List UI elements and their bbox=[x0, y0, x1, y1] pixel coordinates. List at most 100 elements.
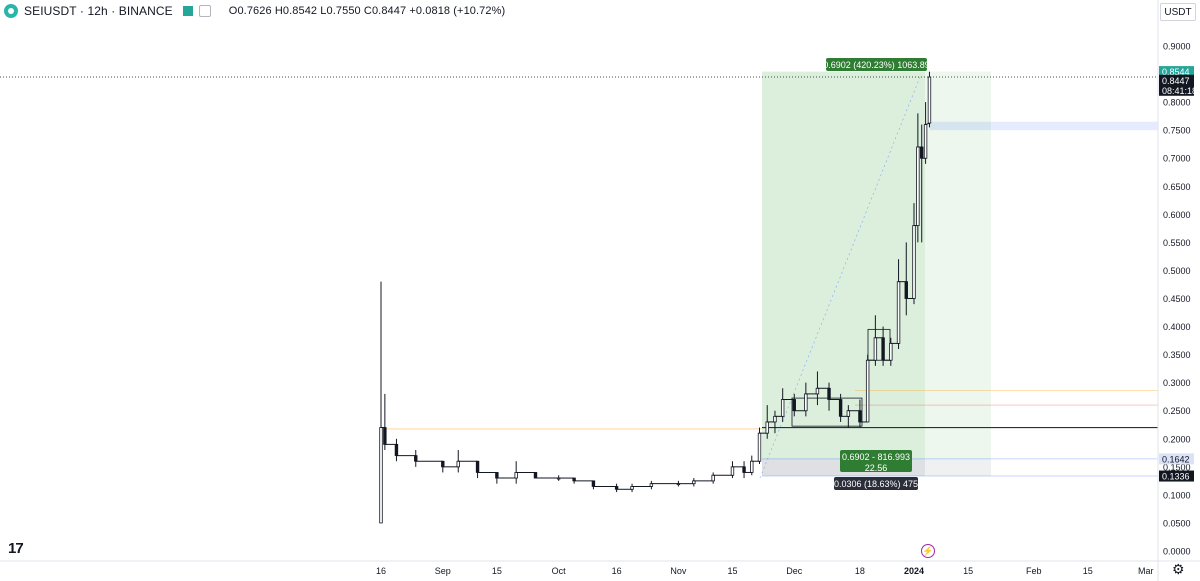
last-price-label-text: 0.8447 bbox=[1162, 76, 1190, 86]
stop-price-label: 0.1336 bbox=[1159, 470, 1194, 482]
candle bbox=[750, 455, 760, 476]
target-label: 0.6902 (420.23%) 1063.89 bbox=[823, 58, 930, 71]
candle-body bbox=[916, 146, 920, 226]
candle bbox=[711, 472, 733, 484]
price-tick-label: 0.4500 bbox=[1163, 294, 1191, 304]
loss-zone-projection bbox=[925, 458, 991, 477]
candle bbox=[780, 388, 795, 422]
candle bbox=[414, 450, 443, 467]
price-tick-label: 0.8000 bbox=[1163, 98, 1191, 108]
candle-body bbox=[456, 460, 460, 468]
candle-body bbox=[383, 427, 387, 445]
candle-body bbox=[514, 472, 518, 479]
time-tick-label: Nov bbox=[670, 566, 687, 576]
price-tick-label: 0.5500 bbox=[1163, 238, 1191, 248]
candle-body bbox=[742, 466, 746, 473]
candle bbox=[514, 461, 536, 484]
candle-body bbox=[827, 387, 831, 400]
chart-header: SEIUSDT · 12h · BINANCE O0.7626 H0.8542 … bbox=[0, 0, 505, 22]
candle bbox=[394, 438, 416, 462]
consolidation-box bbox=[791, 397, 863, 427]
candle-body bbox=[815, 387, 820, 395]
candle-body bbox=[896, 281, 901, 344]
candle bbox=[804, 382, 818, 417]
time-tick-label: Sep bbox=[435, 566, 451, 576]
candle bbox=[927, 71, 932, 128]
time-axis[interactable]: 16 Sep 15 Oct 16 Nov 15 Dec 18 2024 15 Feb 15 Mar bbox=[376, 566, 1153, 576]
high-price-label: 0.8544 bbox=[1159, 66, 1194, 78]
sei-logo-icon bbox=[4, 4, 18, 18]
time-tick-label: Dec bbox=[786, 566, 803, 576]
candle bbox=[630, 483, 652, 493]
candle-body bbox=[711, 474, 715, 482]
candle-body bbox=[475, 460, 480, 473]
market-open-icon bbox=[182, 6, 193, 16]
candle bbox=[614, 483, 633, 493]
candle bbox=[591, 480, 617, 490]
risk-reward-label-text: 22.56 bbox=[865, 463, 888, 473]
stop-price-label-text: 0.1336 bbox=[1162, 472, 1190, 482]
candle bbox=[730, 461, 745, 479]
candle-body bbox=[750, 460, 754, 473]
candle-body bbox=[804, 393, 808, 412]
candle bbox=[827, 382, 841, 411]
candle bbox=[846, 405, 860, 428]
candle-body bbox=[904, 281, 908, 299]
price-tick-label: 0.0500 bbox=[1163, 518, 1191, 528]
candle-body bbox=[765, 421, 769, 434]
candle-body bbox=[923, 124, 928, 159]
candle-body bbox=[495, 472, 499, 479]
price-tick-label: 0.6500 bbox=[1163, 182, 1191, 192]
price-tick-label: 0.9000 bbox=[1163, 42, 1191, 52]
price-tick-label: 0.2500 bbox=[1163, 406, 1191, 416]
trend-dotted-line bbox=[759, 76, 921, 479]
symbol-title[interactable]: SEIUSDT · 12h · BINANCE bbox=[24, 4, 173, 18]
candle-body bbox=[730, 466, 735, 476]
tradingview-logo[interactable]: 17 bbox=[8, 540, 24, 557]
candle bbox=[495, 472, 517, 484]
candle-body bbox=[912, 225, 916, 299]
stop-label-bg bbox=[834, 477, 918, 490]
candle-body bbox=[414, 455, 418, 462]
candle-body bbox=[838, 399, 843, 417]
last-price-label-text: 08:41:18 bbox=[1162, 86, 1197, 96]
candle-body bbox=[591, 480, 596, 487]
candle bbox=[676, 480, 694, 487]
time-tick-label: 15 bbox=[492, 566, 502, 576]
entry-price-label-bg bbox=[1159, 453, 1194, 465]
events-icon[interactable]: ⚡ bbox=[921, 544, 935, 558]
risk-reward-label-text: 0.6902 - 816.993 bbox=[842, 452, 910, 462]
gear-icon[interactable]: ⚙ bbox=[1172, 561, 1185, 577]
candlestick-series bbox=[379, 71, 932, 524]
horizontal-lines bbox=[0, 76, 1158, 477]
candle bbox=[556, 475, 575, 481]
candle bbox=[896, 259, 907, 349]
collapse-icon[interactable] bbox=[198, 5, 211, 17]
candle-body bbox=[379, 427, 383, 524]
resistance-box bbox=[930, 121, 1158, 131]
high-price-label-bg bbox=[1159, 66, 1194, 78]
stop-price-label-bg bbox=[1159, 470, 1194, 482]
candle-body bbox=[572, 477, 576, 482]
currency-selector[interactable]: USDT bbox=[1160, 3, 1196, 21]
candle bbox=[379, 281, 385, 524]
price-tick-label: 0.0000 bbox=[1163, 547, 1191, 557]
position-zones bbox=[759, 71, 1158, 479]
candle bbox=[912, 203, 918, 305]
stop-label-text: 0.0306 (18.63%) 475 bbox=[834, 479, 918, 489]
candle-body bbox=[533, 472, 538, 479]
candle-body bbox=[873, 337, 878, 361]
target-label-bg bbox=[826, 58, 927, 71]
stop-label: 0.0306 (18.63%) 475 bbox=[834, 477, 918, 490]
candle-body bbox=[881, 337, 885, 361]
profit-zone bbox=[762, 71, 925, 459]
candle-body bbox=[792, 399, 796, 412]
price-tick-label: 0.3000 bbox=[1163, 378, 1191, 388]
time-tick-label: 16 bbox=[612, 566, 622, 576]
candle bbox=[757, 427, 768, 465]
price-tick-label: 0.6000 bbox=[1163, 210, 1191, 220]
risk-reward-label-bg bbox=[840, 450, 912, 472]
